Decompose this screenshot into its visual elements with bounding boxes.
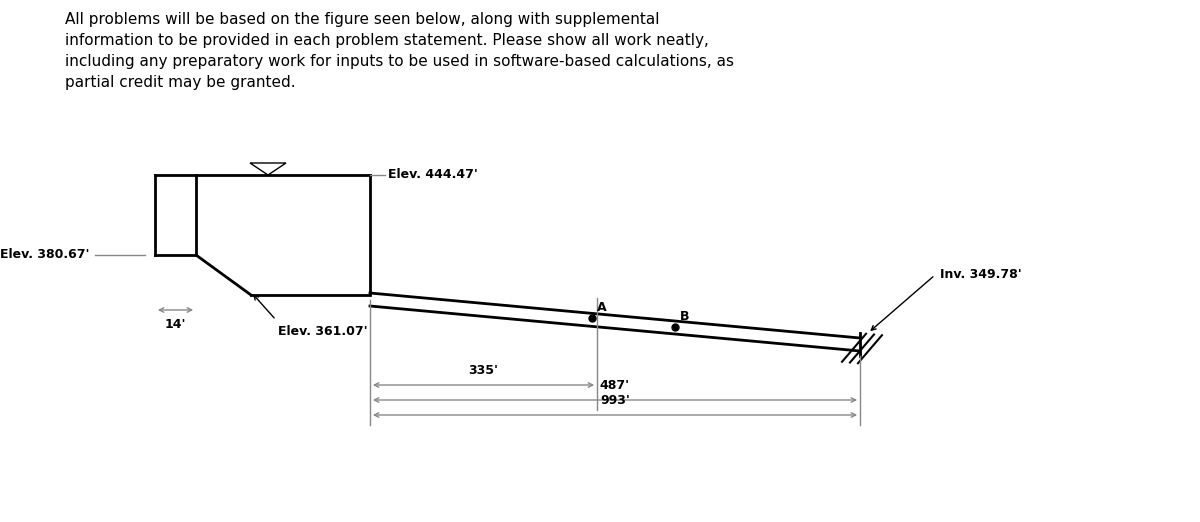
Text: A: A <box>598 301 607 314</box>
Text: B: B <box>680 311 690 324</box>
Text: Elev. 380.67': Elev. 380.67' <box>0 248 90 262</box>
Text: All problems will be based on the figure seen below, along with supplemental
inf: All problems will be based on the figure… <box>65 12 734 90</box>
Text: Elev. 444.47': Elev. 444.47' <box>388 169 478 182</box>
Text: Inv. 349.78': Inv. 349.78' <box>940 268 1021 281</box>
Text: 335': 335' <box>468 364 498 377</box>
Text: 993': 993' <box>600 394 630 407</box>
Text: Elev. 361.07': Elev. 361.07' <box>278 325 367 338</box>
Text: 487': 487' <box>600 379 630 392</box>
Text: 14': 14' <box>164 318 186 331</box>
